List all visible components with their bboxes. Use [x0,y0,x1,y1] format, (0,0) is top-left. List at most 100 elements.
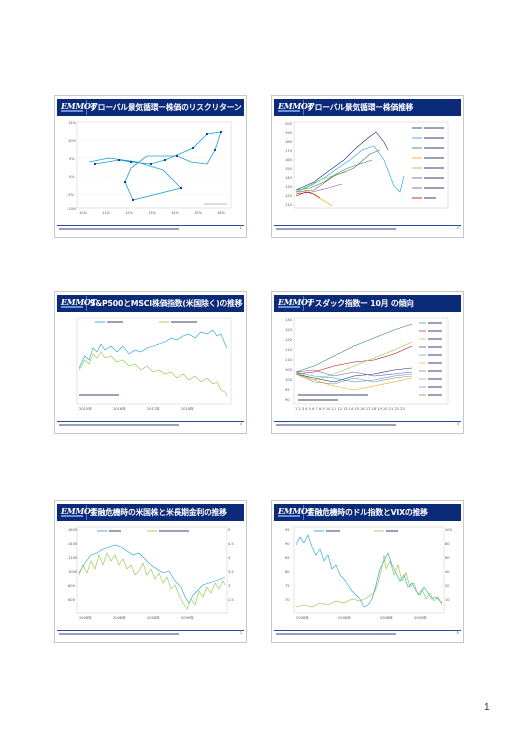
slide-footer: 3 [59,421,242,429]
svg-text:16%: 16% [217,211,226,215]
svg-text:1600: 1600 [68,528,78,532]
svg-text:14%: 14% [171,211,180,215]
svg-text:12%: 12% [125,211,134,215]
svg-text:4: 4 [228,556,231,560]
slide-title: S&P500とMSCI株価指数(米国除く)の推移 [90,299,243,308]
svg-text:85: 85 [285,556,290,560]
svg-text:15%: 15% [68,121,77,125]
slide-title: ナスダック指数ー 10月 の傾向 [307,299,414,308]
svg-text:3: 3 [228,584,230,588]
svg-text:120: 120 [285,194,293,198]
svg-text:2009年: 2009年 [181,615,194,620]
slide-title: 金融危機時の米国株と米長期金利の推移 [90,508,227,517]
svg-text:2008年: 2008年 [147,615,160,620]
svg-text:600: 600 [68,598,76,602]
slide-thumbnail[interactable]: EMMOT グローバル景気循環ー株価のリスクリターン 15% 10% 5% 0% -… [54,95,247,238]
svg-text:1000: 1000 [68,570,78,574]
svg-text:2.5: 2.5 [228,598,234,602]
svg-text:100: 100 [285,378,293,382]
svg-text:60: 60 [445,556,450,560]
svg-text:2008年: 2008年 [113,615,126,620]
slide-footer: 1 [59,225,242,233]
svg-text:2008年: 2008年 [79,615,92,620]
company-logo: EMMOT [275,505,314,520]
slide-header: EMMOT グローバル景気循環ー株価推移 [274,99,461,116]
svg-text:10%: 10% [79,211,88,215]
svg-text:20: 20 [445,584,450,588]
slide-header: EMMOT S&P500とMSCI株価指数(米国除く)の推移 [57,295,244,312]
slide-footer-rule [57,421,244,422]
svg-text:1200: 1200 [68,556,78,560]
company-logo: EMMOT [58,296,97,311]
svg-text:1400: 1400 [68,542,78,546]
sp500-msci-chart: 2015年 2016年 2017年 2018年 [67,316,235,412]
svg-text:-5%: -5% [67,193,75,197]
svg-text:90: 90 [285,542,290,546]
slide-footer-rule [274,225,461,226]
svg-text:2016年: 2016年 [113,406,126,411]
slide-thumbnail[interactable]: EMMOT ナスダック指数ー 10月 の傾向 130 125 120 115 110 1… [271,291,464,434]
slide-footer-rule [57,630,244,631]
svg-text:10%: 10% [68,139,77,143]
svg-text:2008年: 2008年 [380,615,393,620]
svg-text:2017年: 2017年 [147,406,160,411]
slide-header: EMMOT 金融危機時の米国株と米長期金利の推移 [57,504,244,521]
slide-header: EMMOT グローバル景気循環ー株価のリスクリターン [57,99,244,116]
svg-text:800: 800 [68,584,76,588]
slide-thumbnail[interactable]: EMMOT 金融危機時の米国株と米長期金利の推移 1600 1400 1200 100… [54,500,247,643]
slide-thumbnail[interactable]: EMMOT 金融危機時のドル指数とVIXの推移 95 90 85 80 75 70 100… [271,500,464,643]
svg-text:130: 130 [285,185,293,189]
svg-text:180: 180 [285,140,293,144]
page-number: 1 [484,702,490,713]
svg-text:40: 40 [445,570,450,574]
stock-path-chart: 200 190 180 170 160 150 140 130 120 110 [284,120,452,216]
svg-text:10: 10 [445,598,450,602]
svg-text:110: 110 [285,358,293,362]
svg-text:95: 95 [285,388,290,392]
slide-footer: 6 [276,630,459,638]
svg-text:2018年: 2018年 [181,406,194,411]
svg-text:170: 170 [285,149,293,153]
svg-text:95: 95 [285,528,290,532]
svg-text:3.5: 3.5 [228,570,234,574]
slide-footer-rule [274,421,461,422]
svg-text:13%: 13% [148,211,157,215]
svg-text:4.5: 4.5 [228,542,234,546]
svg-text:80: 80 [445,542,450,546]
svg-text:70: 70 [285,598,290,602]
nasdaq-october-chart: 130 125 120 115 110 105 100 95 90 [284,316,452,412]
svg-text:2008年: 2008年 [296,615,309,620]
svg-text:130: 130 [285,318,293,322]
company-logo: EMMOT [58,505,97,520]
slide-header: EMMOT ナスダック指数ー 10月 の傾向 [274,295,461,312]
slide-footer-rule [57,225,244,226]
dollar-vix-chart: 95 90 85 80 75 70 100 80 60 40 20 10 2008年 2008年 200… [284,525,452,621]
company-logo: EMMOT [58,100,97,115]
company-logo: EMMOT [275,100,314,115]
svg-text:-10%: -10% [67,207,77,211]
slide-thumbnail[interactable]: EMMOT グローバル景気循環ー株価推移 200 190 180 170 160 150… [271,95,464,238]
slide-title: グローバル景気循環ー株価推移 [307,103,414,112]
svg-text:160: 160 [285,158,293,162]
stock-yield-chart: 1600 1400 1200 1000 800 600 5 4.5 4 3.5 3 2.5 2008… [67,525,235,621]
slide-footer-rule [274,630,461,631]
svg-text:125: 125 [285,328,292,332]
risk-return-chart: 15% 10% 5% 0% -5% -10% 10% 11% 12% 13% 14% 15%… [67,120,235,216]
svg-text:200: 200 [285,122,293,126]
svg-text:1 2 3 4 5 6 7 8 9 10 11 12 13: 1 2 3 4 5 6 7 8 9 10 11 12 13 14 15 16 1… [295,407,405,411]
svg-text:100: 100 [445,528,452,532]
svg-text:5%: 5% [69,157,75,161]
slide-thumbnail[interactable]: EMMOT S&P500とMSCI株価指数(米国除く)の推移 2015年 2016… [54,291,247,434]
svg-text:115: 115 [285,348,292,352]
svg-text:2008年: 2008年 [338,615,351,620]
svg-text:110: 110 [285,203,293,207]
svg-text:15%: 15% [194,211,203,215]
svg-text:0%: 0% [69,175,75,179]
slide-footer: 2 [276,225,459,233]
company-logo: EMMOT [275,296,314,311]
svg-text:120: 120 [285,338,293,342]
svg-text:140: 140 [285,176,293,180]
slide-footer: 5 [59,630,242,638]
svg-text:2015年: 2015年 [79,406,92,411]
slide-header: EMMOT 金融危機時のドル指数とVIXの推移 [274,504,461,521]
